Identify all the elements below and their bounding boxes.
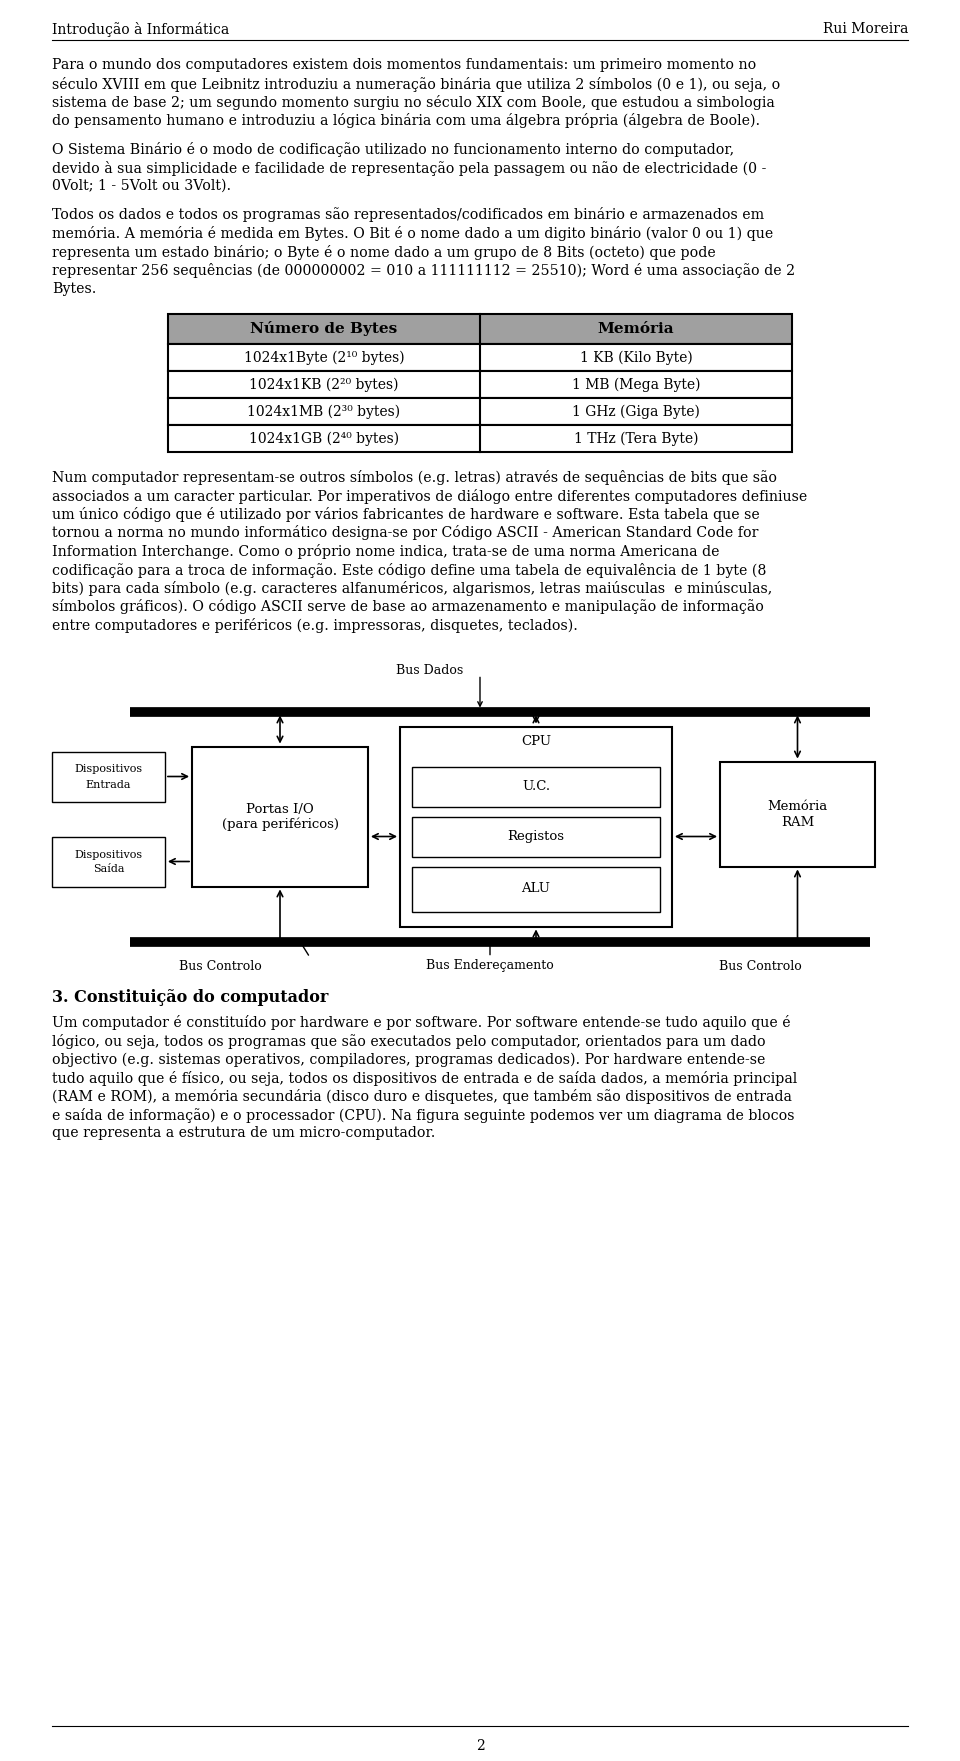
- Text: U.C.: U.C.: [522, 780, 550, 792]
- Bar: [168, 343, 792, 372]
- Text: Dispositivos: Dispositivos: [75, 849, 143, 859]
- Text: Introdução à Informática: Introdução à Informática: [52, 21, 229, 37]
- Text: que representa a estrutura de um micro-computador.: que representa a estrutura de um micro-c…: [52, 1127, 436, 1141]
- Text: Portas I/O: Portas I/O: [246, 803, 314, 815]
- Text: Saída: Saída: [93, 865, 124, 875]
- Text: 1024x1KB (2²⁰ bytes): 1024x1KB (2²⁰ bytes): [250, 377, 398, 391]
- Text: (RAM e ROM), a memória secundária (disco duro e disquetes, que também são dispos: (RAM e ROM), a memória secundária (disco…: [52, 1090, 792, 1104]
- Text: Número de Bytes: Número de Bytes: [251, 322, 397, 336]
- Text: Dispositivos: Dispositivos: [75, 764, 143, 775]
- Text: 2: 2: [475, 1740, 485, 1752]
- Bar: [168, 398, 792, 424]
- Text: 1 MB (Mega Byte): 1 MB (Mega Byte): [572, 377, 700, 391]
- Text: Para o mundo dos computadores existem dois momentos fundamentais: um primeiro mo: Para o mundo dos computadores existem do…: [52, 58, 756, 72]
- Text: Information Interchange. Como o próprio nome indica, trata-se de uma norma Ameri: Information Interchange. Como o próprio …: [52, 544, 719, 558]
- Text: do pensamento humano e introduziu a lógica binária com uma álgebra própria (álge: do pensamento humano e introduziu a lógi…: [52, 113, 760, 129]
- Text: Todos os dados e todos os programas são representados/codificados em binário e a: Todos os dados e todos os programas são …: [52, 208, 764, 222]
- Text: 1024x1GB (2⁴⁰ bytes): 1024x1GB (2⁴⁰ bytes): [249, 431, 399, 446]
- Text: Bytes.: Bytes.: [52, 282, 96, 296]
- Text: século XVIII em que Leibnitz introduziu a numeração binária que utiliza 2 símbol: século XVIII em que Leibnitz introduziu …: [52, 76, 780, 92]
- Text: codificação para a troca de informação. Este código define uma tabela de equival: codificação para a troca de informação. …: [52, 562, 766, 578]
- Text: Bus Controlo: Bus Controlo: [719, 960, 802, 972]
- Bar: [52, 752, 165, 801]
- Text: O Sistema Binário é o modo de codificação utilizado no funcionamento interno do : O Sistema Binário é o modo de codificaçã…: [52, 143, 734, 157]
- Text: Bus Dados: Bus Dados: [396, 664, 464, 678]
- Text: tornou a norma no mundo informático designa-se por Código ASCII - American Stand: tornou a norma no mundo informático desi…: [52, 525, 758, 541]
- Text: e saída de informação) e o processador (CPU). Na figura seguinte podemos ver um : e saída de informação) e o processador (…: [52, 1108, 795, 1124]
- Text: 1 GHz (Giga Byte): 1 GHz (Giga Byte): [572, 405, 700, 419]
- Text: 1024x1MB (2³⁰ bytes): 1024x1MB (2³⁰ bytes): [248, 405, 400, 419]
- Text: tudo aquilo que é físico, ou seja, todos os dispositivos de entrada e de saída d: tudo aquilo que é físico, ou seja, todos…: [52, 1071, 797, 1087]
- Bar: [412, 766, 660, 807]
- Text: CPU: CPU: [521, 734, 551, 748]
- Text: ALU: ALU: [521, 882, 550, 896]
- Text: 0Volt; 1 - 5Volt ou 3Volt).: 0Volt; 1 - 5Volt ou 3Volt).: [52, 180, 231, 194]
- Text: devido à sua simplicidade e facilidade de representação pela passagem ou não de : devido à sua simplicidade e facilidade d…: [52, 160, 766, 176]
- Text: bits) para cada símbolo (e.g. caracteres alfanuméricos, algarismos, letras maiús: bits) para cada símbolo (e.g. caracteres…: [52, 581, 772, 595]
- Text: representar 256 sequências (de 000000002 = 010 a 111111112 = 25510); Word é uma : representar 256 sequências (de 000000002…: [52, 262, 795, 278]
- Text: sistema de base 2; um segundo momento surgiu no século XIX com Boole, que estudo: sistema de base 2; um segundo momento su…: [52, 95, 775, 109]
- Text: Registos: Registos: [508, 829, 564, 844]
- Text: Memória: Memória: [598, 322, 674, 336]
- Bar: [720, 761, 875, 866]
- Text: objectivo (e.g. sistemas operativos, compiladores, programas dedicados). Por har: objectivo (e.g. sistemas operativos, com…: [52, 1053, 765, 1067]
- Text: (para periféricos): (para periféricos): [222, 817, 339, 831]
- Text: um único código que é utilizado por vários fabricantes de hardware e software. E: um único código que é utilizado por vári…: [52, 507, 759, 521]
- Text: Memória: Memória: [767, 801, 828, 814]
- Bar: [168, 372, 792, 398]
- Text: RAM: RAM: [780, 815, 814, 828]
- Bar: [192, 747, 368, 886]
- Text: Num computador representam-se outros símbolos (e.g. letras) através de sequência: Num computador representam-se outros sím…: [52, 470, 777, 484]
- Text: 1 KB (Kilo Byte): 1 KB (Kilo Byte): [580, 350, 692, 365]
- Text: Bus Endereçamento: Bus Endereçamento: [426, 960, 554, 972]
- Bar: [52, 836, 165, 886]
- Bar: [168, 313, 792, 343]
- Text: 1024x1Byte (2¹⁰ bytes): 1024x1Byte (2¹⁰ bytes): [244, 350, 404, 365]
- Text: Um computador é constituído por hardware e por software. Por software entende-se: Um computador é constituído por hardware…: [52, 1016, 791, 1030]
- Text: Bus Controlo: Bus Controlo: [179, 960, 261, 972]
- Text: entre computadores e periféricos (e.g. impressoras, disquetes, teclados).: entre computadores e periféricos (e.g. i…: [52, 618, 578, 632]
- Text: 1 THz (Tera Byte): 1 THz (Tera Byte): [574, 431, 698, 446]
- Text: 3. Constituição do computador: 3. Constituição do computador: [52, 990, 328, 1007]
- Text: lógico, ou seja, todos os programas que são executados pelo computador, orientad: lógico, ou seja, todos os programas que …: [52, 1034, 766, 1050]
- Bar: [412, 817, 660, 856]
- Text: Rui Moreira: Rui Moreira: [823, 21, 908, 35]
- Bar: [400, 727, 672, 926]
- Bar: [168, 424, 792, 453]
- Text: representa um estado binário; o Byte é o nome dado a um grupo de 8 Bits (octeto): representa um estado binário; o Byte é o…: [52, 245, 716, 259]
- Text: memória. A memória é medida em Bytes. O Bit é o nome dado a um digito binário (v: memória. A memória é medida em Bytes. O …: [52, 225, 773, 241]
- Text: associados a um caracter particular. Por imperativos de diálogo entre diferentes: associados a um caracter particular. Por…: [52, 488, 807, 504]
- Text: Entrada: Entrada: [85, 780, 132, 789]
- Bar: [412, 866, 660, 912]
- Text: símbolos gráficos). O código ASCII serve de base ao armazenamento e manipulação : símbolos gráficos). O código ASCII serve…: [52, 599, 764, 615]
